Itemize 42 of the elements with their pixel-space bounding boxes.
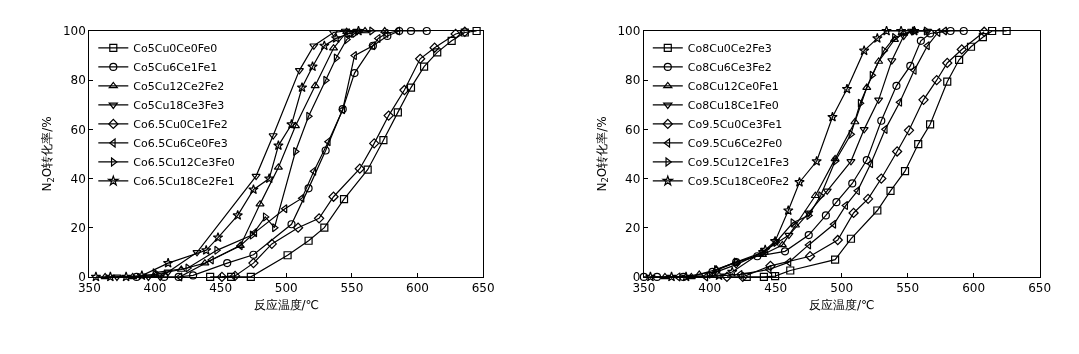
x-tick-label: 500 (830, 281, 854, 296)
x-tick-label: 550 (340, 281, 364, 296)
x-tick-label: 500 (274, 281, 298, 296)
legend-label: Co9.5Cu12Ce1Fe3 (687, 156, 790, 170)
legend-label: Co5Cu6Ce1Fe1 (133, 61, 218, 75)
y-tick-label: 80 (70, 73, 86, 88)
x-tick-label: 400 (143, 281, 167, 296)
y-tick-label: 20 (625, 220, 641, 235)
x-tick-label: 650 (471, 281, 495, 296)
legend-label: Co5Cu12Ce2Fe2 (133, 80, 225, 94)
x-tick-label: 450 (764, 281, 788, 296)
x-tick-label: 350 (632, 281, 656, 296)
legend-label: Co8Cu0Ce2Fe3 (687, 42, 772, 56)
legend-label: Co6.5Cu6Ce0Fe3 (133, 137, 228, 151)
legend-label: Co6.5Cu12Ce3Fe0 (133, 156, 235, 170)
y-tick-label: 60 (70, 122, 86, 137)
y-tick-label: 60 (625, 122, 641, 137)
x-axis-title: 反应温度/℃ (808, 298, 875, 313)
legend-label: Co6.5Cu18Ce2Fe1 (133, 175, 235, 189)
x-tick-label: 650 (1028, 281, 1052, 296)
legend-label: Co5Cu0Ce0Fe0 (133, 42, 218, 56)
legend-label: Co9.5Cu0Ce3Fe1 (687, 118, 783, 132)
legend-label: Co6.5Cu0Ce1Fe2 (133, 118, 228, 132)
legend-label: Co8Cu18Ce1Fe0 (687, 99, 779, 113)
legend-label: Co8Cu6Ce3Fe2 (687, 61, 772, 75)
legend-label: Co9.5Cu6Ce2Fe0 (687, 137, 783, 151)
x-tick-label: 550 (896, 281, 920, 296)
x-axis-title: 反应温度/℃ (253, 298, 320, 313)
y-tick-label: 40 (70, 171, 86, 186)
legend-label: Co5Cu18Ce3Fe3 (133, 99, 225, 113)
x-tick-label: 600 (406, 281, 429, 296)
y-tick-label: 100 (617, 24, 641, 39)
legend-label: Co9.5Cu18Ce0Fe2 (687, 175, 790, 189)
x-tick-label: 450 (209, 281, 233, 296)
x-tick-label: 400 (698, 281, 722, 296)
x-tick-label: 350 (77, 281, 101, 296)
y-tick-label: 80 (625, 73, 641, 88)
y-tick-label: 40 (625, 171, 641, 186)
y-tick-label: 100 (62, 24, 86, 39)
legend-label: Co8Cu12Ce0Fe1 (687, 80, 779, 94)
y-tick-label: 20 (70, 220, 86, 235)
x-tick-label: 600 (962, 281, 986, 296)
